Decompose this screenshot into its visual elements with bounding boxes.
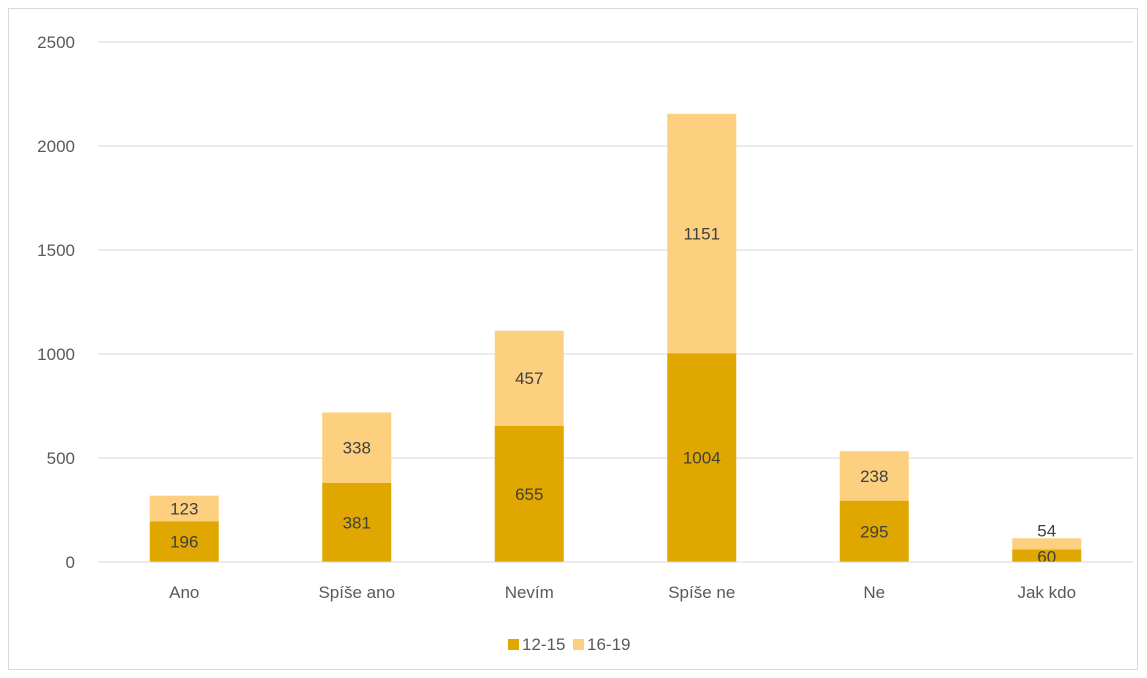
bar-12-15-Spíše ano: [322, 482, 392, 562]
legend-swatch-16-19: [573, 639, 584, 650]
data-label-12-15-Ano: 196: [170, 533, 198, 552]
y-tick-label: 2000: [37, 137, 75, 156]
category-label: Ne: [863, 583, 885, 602]
category-label: Spíše ne: [668, 583, 735, 602]
bar-12-15-Ne: [839, 500, 909, 562]
data-label-12-15-Ne: 295: [860, 522, 888, 541]
bar-12-15-Ano: [149, 521, 219, 562]
data-label-12-15-Nevím: 655: [515, 485, 543, 504]
bar-16-19-Nevím: [494, 330, 564, 426]
data-label-12-15-Jak kdo: 60: [1037, 548, 1056, 567]
bar-16-19-Jak kdo: [1012, 538, 1082, 550]
bar-16-19-Spíše ano: [322, 412, 392, 483]
legend-label-12-15: 12-15: [522, 635, 565, 654]
bar-16-19-Ano: [149, 495, 219, 522]
y-tick-label: 500: [47, 449, 75, 468]
y-tick-label: 1500: [37, 241, 75, 260]
category-label: Spíše ano: [318, 583, 395, 602]
y-axis: 0 500 1000 1500 2000 2500: [37, 33, 75, 572]
bar-12-15-Nevím: [494, 425, 564, 562]
category-label: Jak kdo: [1017, 583, 1076, 602]
y-tick-label: 0: [66, 553, 75, 572]
bar-16-19-Ne: [839, 451, 909, 501]
data-label-16-19-Ne: 238: [860, 467, 888, 486]
bar-16-19-Spíše ne: [667, 113, 737, 354]
x-axis: Ano Spíše ano Nevím Spíše ne Ne Jak kdo: [98, 561, 1133, 602]
data-label-16-19-Spíše ne: 1151: [683, 224, 720, 243]
legend-label-16-19: 16-19: [587, 635, 630, 654]
y-tick-label: 2500: [37, 33, 75, 52]
y-tick-label: 1000: [37, 345, 75, 364]
data-label-12-15-Spíše ano: 381: [343, 513, 371, 532]
data-label-16-19-Nevím: 457: [515, 369, 543, 388]
gridlines: [98, 41, 1133, 563]
data-label-16-19-Spíše ano: 338: [343, 439, 371, 458]
legend-swatch-12-15: [508, 639, 519, 650]
legend: 12-15 16-19: [508, 635, 630, 654]
bar-12-15-Jak kdo: [1012, 549, 1082, 562]
data-label-16-19-Jak kdo: 54: [1037, 521, 1056, 540]
data-label-16-19-Ano: 123: [170, 499, 198, 518]
category-label: Nevím: [505, 583, 554, 602]
data-label-12-15-Spíše ne: 1004: [683, 449, 721, 468]
bars: 196 123 381 338 655 457 1004 1151 295 238 60 54: [149, 113, 1082, 567]
bar-12-15-Spíše ne: [667, 353, 737, 562]
category-label: Ano: [169, 583, 199, 602]
